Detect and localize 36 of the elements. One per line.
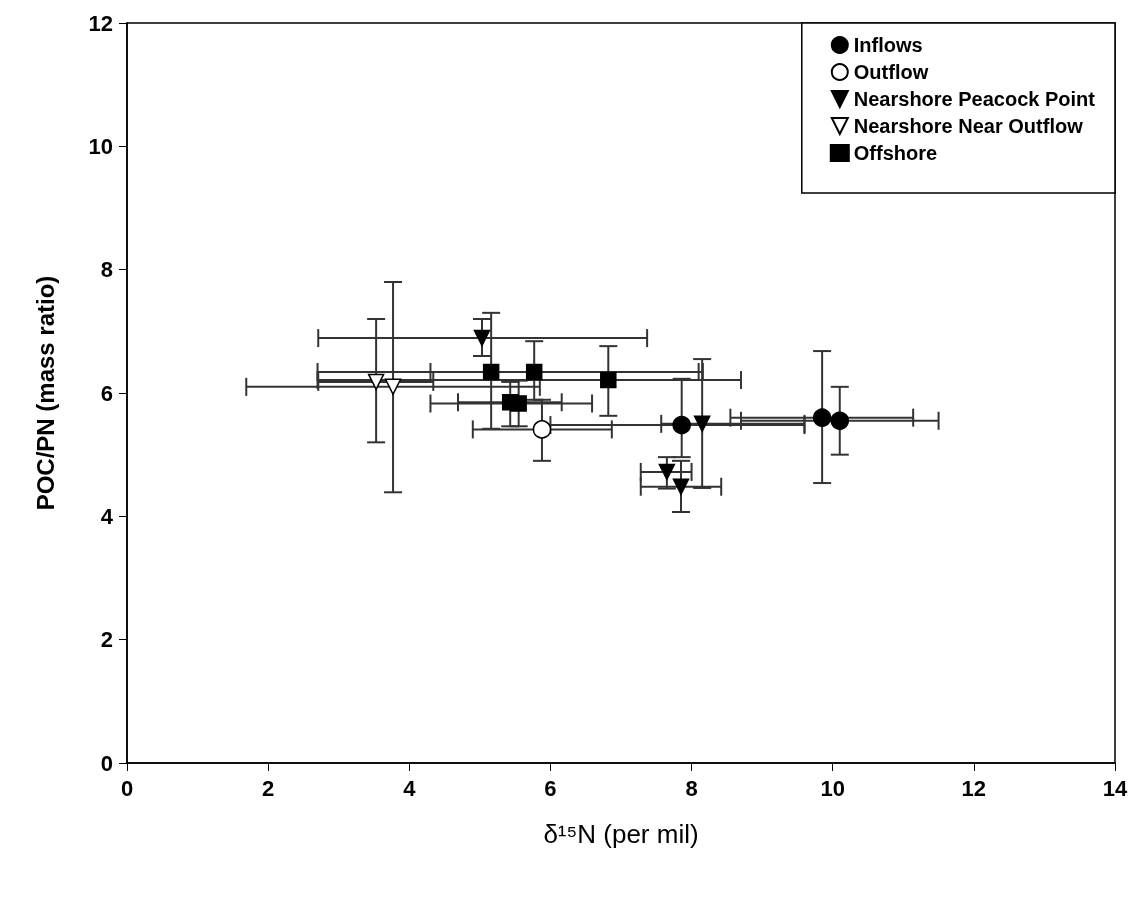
x-tick-label: 14 <box>1102 775 1128 801</box>
legend-label: Outflow <box>853 61 929 83</box>
legend-label: Nearshore Peacock Point <box>853 88 1096 110</box>
point <box>473 329 491 347</box>
x-tick-label: 0 <box>120 775 134 801</box>
point <box>812 408 832 427</box>
legend-label: Inflows <box>853 34 923 56</box>
y-tick-label: 10 <box>88 133 113 159</box>
legend-label: Nearshore Near Outflow <box>853 115 1084 137</box>
legend-label: Offshore <box>853 142 938 164</box>
point <box>672 415 691 435</box>
x-tick-label: 2 <box>262 775 275 801</box>
point <box>672 478 690 495</box>
point <box>384 378 402 396</box>
y-axis-title: POC/PN (mass ratio) <box>31 275 59 511</box>
x-tick-label: 4 <box>403 775 417 801</box>
x-tick-label: 10 <box>820 775 845 801</box>
point <box>532 420 552 439</box>
point <box>600 371 617 389</box>
point <box>525 363 543 381</box>
point <box>830 411 850 430</box>
y-tick-label: 4 <box>100 503 114 529</box>
x-tick-label: 12 <box>961 775 987 801</box>
x-axis-title: δ¹⁵N (per mil) <box>543 819 699 849</box>
y-tick-label: 8 <box>100 257 113 283</box>
y-tick-label: 0 <box>100 750 113 776</box>
point <box>658 463 676 481</box>
y-tick-label: 6 <box>100 380 113 406</box>
y-tick-label: 12 <box>88 10 113 36</box>
point <box>510 395 527 412</box>
x-tick-label: 8 <box>685 775 698 801</box>
y-tick-label: 2 <box>100 627 113 653</box>
point <box>367 373 385 391</box>
x-tick-label: 6 <box>544 775 557 801</box>
point <box>482 363 500 381</box>
point <box>693 415 711 433</box>
